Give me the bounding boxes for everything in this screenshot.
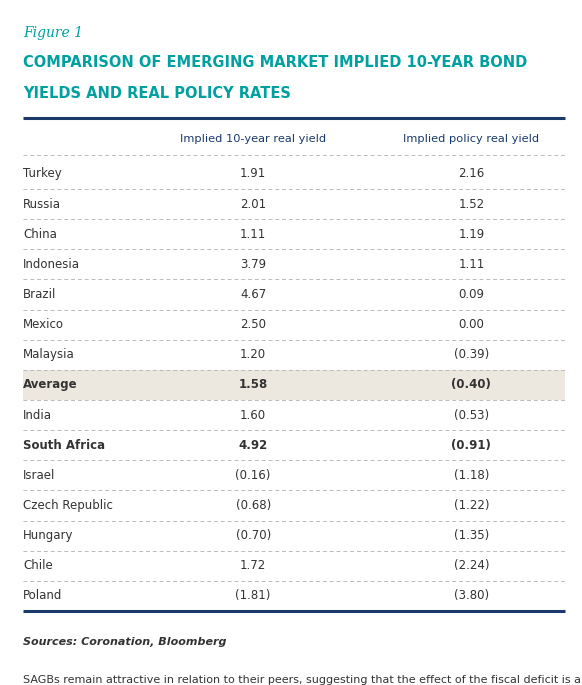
Text: (1.81): (1.81): [236, 590, 271, 602]
Text: Israel: Israel: [23, 469, 56, 482]
Text: Implied 10-year real yield: Implied 10-year real yield: [180, 134, 327, 145]
Text: YIELDS AND REAL POLICY RATES: YIELDS AND REAL POLICY RATES: [23, 86, 291, 101]
Text: 2.16: 2.16: [458, 168, 485, 180]
Text: (0.40): (0.40): [452, 379, 491, 391]
Text: Mexico: Mexico: [23, 319, 64, 331]
Text: 4.92: 4.92: [239, 439, 268, 451]
Text: 3.79: 3.79: [240, 258, 266, 271]
Text: Sources: Coronation, Bloomberg: Sources: Coronation, Bloomberg: [23, 637, 227, 647]
Text: 1.58: 1.58: [239, 379, 268, 391]
Text: 1.72: 1.72: [240, 560, 267, 572]
Text: (0.16): (0.16): [236, 469, 271, 482]
Text: Chile: Chile: [23, 560, 53, 572]
Text: Average: Average: [23, 379, 78, 391]
Text: Turkey: Turkey: [23, 168, 62, 180]
Bar: [23, 370, 565, 400]
Text: China: China: [23, 228, 57, 240]
Text: 0.09: 0.09: [459, 288, 484, 301]
Text: Czech Republic: Czech Republic: [23, 499, 113, 512]
Text: 1.91: 1.91: [240, 168, 267, 180]
Text: COMPARISON OF EMERGING MARKET IMPLIED 10-YEAR BOND: COMPARISON OF EMERGING MARKET IMPLIED 10…: [23, 55, 527, 70]
Text: (1.18): (1.18): [454, 469, 489, 482]
Text: (2.24): (2.24): [454, 560, 489, 572]
Text: (0.39): (0.39): [454, 349, 489, 361]
Text: Poland: Poland: [23, 590, 63, 602]
Text: Hungary: Hungary: [23, 530, 74, 542]
Text: (0.70): (0.70): [236, 530, 271, 542]
Text: 2.01: 2.01: [240, 198, 266, 210]
Text: (0.91): (0.91): [452, 439, 491, 451]
Text: (0.68): (0.68): [236, 499, 271, 512]
Text: Malaysia: Malaysia: [23, 349, 75, 361]
Text: 1.11: 1.11: [240, 228, 267, 240]
Text: (1.22): (1.22): [454, 499, 489, 512]
Text: 2.50: 2.50: [240, 319, 266, 331]
Text: 0.00: 0.00: [459, 319, 484, 331]
Text: 1.11: 1.11: [458, 258, 485, 271]
Text: Figure 1: Figure 1: [23, 26, 83, 40]
Text: SAGBs remain attractive in relation to their peers, suggesting that the effect o: SAGBs remain attractive in relation to t…: [23, 675, 582, 685]
Text: (3.80): (3.80): [454, 590, 489, 602]
Text: (0.53): (0.53): [454, 409, 489, 421]
Text: 1.60: 1.60: [240, 409, 266, 421]
Text: 4.67: 4.67: [240, 288, 267, 301]
Text: (1.35): (1.35): [454, 530, 489, 542]
Text: 1.20: 1.20: [240, 349, 266, 361]
Text: Russia: Russia: [23, 198, 61, 210]
Text: Indonesia: Indonesia: [23, 258, 80, 271]
Text: South Africa: South Africa: [23, 439, 105, 451]
Text: India: India: [23, 409, 52, 421]
Text: Brazil: Brazil: [23, 288, 56, 301]
Text: 1.19: 1.19: [458, 228, 485, 240]
Text: 1.52: 1.52: [459, 198, 484, 210]
Text: Implied policy real yield: Implied policy real yield: [403, 134, 540, 145]
